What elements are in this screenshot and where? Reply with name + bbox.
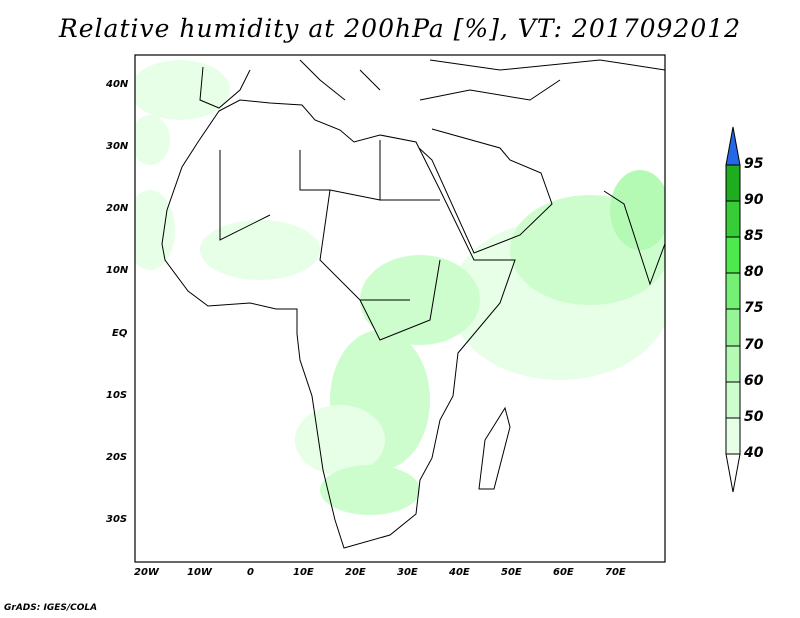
colorbar-over-arrow [725, 126, 741, 166]
map-title: Relative humidity at 200hPa [%], VT: 201… [58, 14, 742, 43]
lon-label: 0 [247, 567, 254, 578]
lat-label: EQ [112, 328, 128, 339]
humidity-shading [135, 60, 665, 515]
lon-label: 60E [553, 567, 574, 578]
colorbar-label: 50 [744, 409, 764, 425]
colorbar [725, 126, 741, 493]
colorbar-label: 75 [744, 300, 764, 316]
colorbar-label: 60 [744, 373, 764, 389]
lon-label: 10E [293, 567, 314, 578]
colorbar-label: 85 [744, 228, 764, 244]
lon-label: 50E [501, 567, 522, 578]
coastlines [161, 59, 665, 549]
lon-label: 30E [397, 567, 418, 578]
colorbar-under-arrow [725, 453, 741, 493]
lat-label: 40N [106, 79, 129, 90]
lon-label: 20E [345, 567, 366, 578]
lat-label: 20N [106, 203, 129, 214]
lon-label: 40E [449, 567, 470, 578]
lon-label: 10W [187, 567, 212, 578]
lon-label: 20W [134, 567, 159, 578]
lat-label: 10S [106, 390, 128, 401]
lat-label: 20S [106, 452, 128, 463]
lat-label: 30N [106, 141, 129, 152]
lat-label: 10N [106, 265, 129, 276]
credit-text: GrADS: IGES/COLA [4, 603, 98, 613]
colorbar-label: 95 [744, 156, 764, 172]
colorbar-label: 90 [744, 192, 764, 208]
colorbar-label: 80 [744, 264, 764, 280]
lon-label: 70E [605, 567, 626, 578]
map-frame [134, 54, 666, 563]
colorbar-label: 40 [744, 445, 764, 461]
colorbar-label: 70 [744, 337, 764, 353]
lat-label: 30S [106, 514, 128, 525]
